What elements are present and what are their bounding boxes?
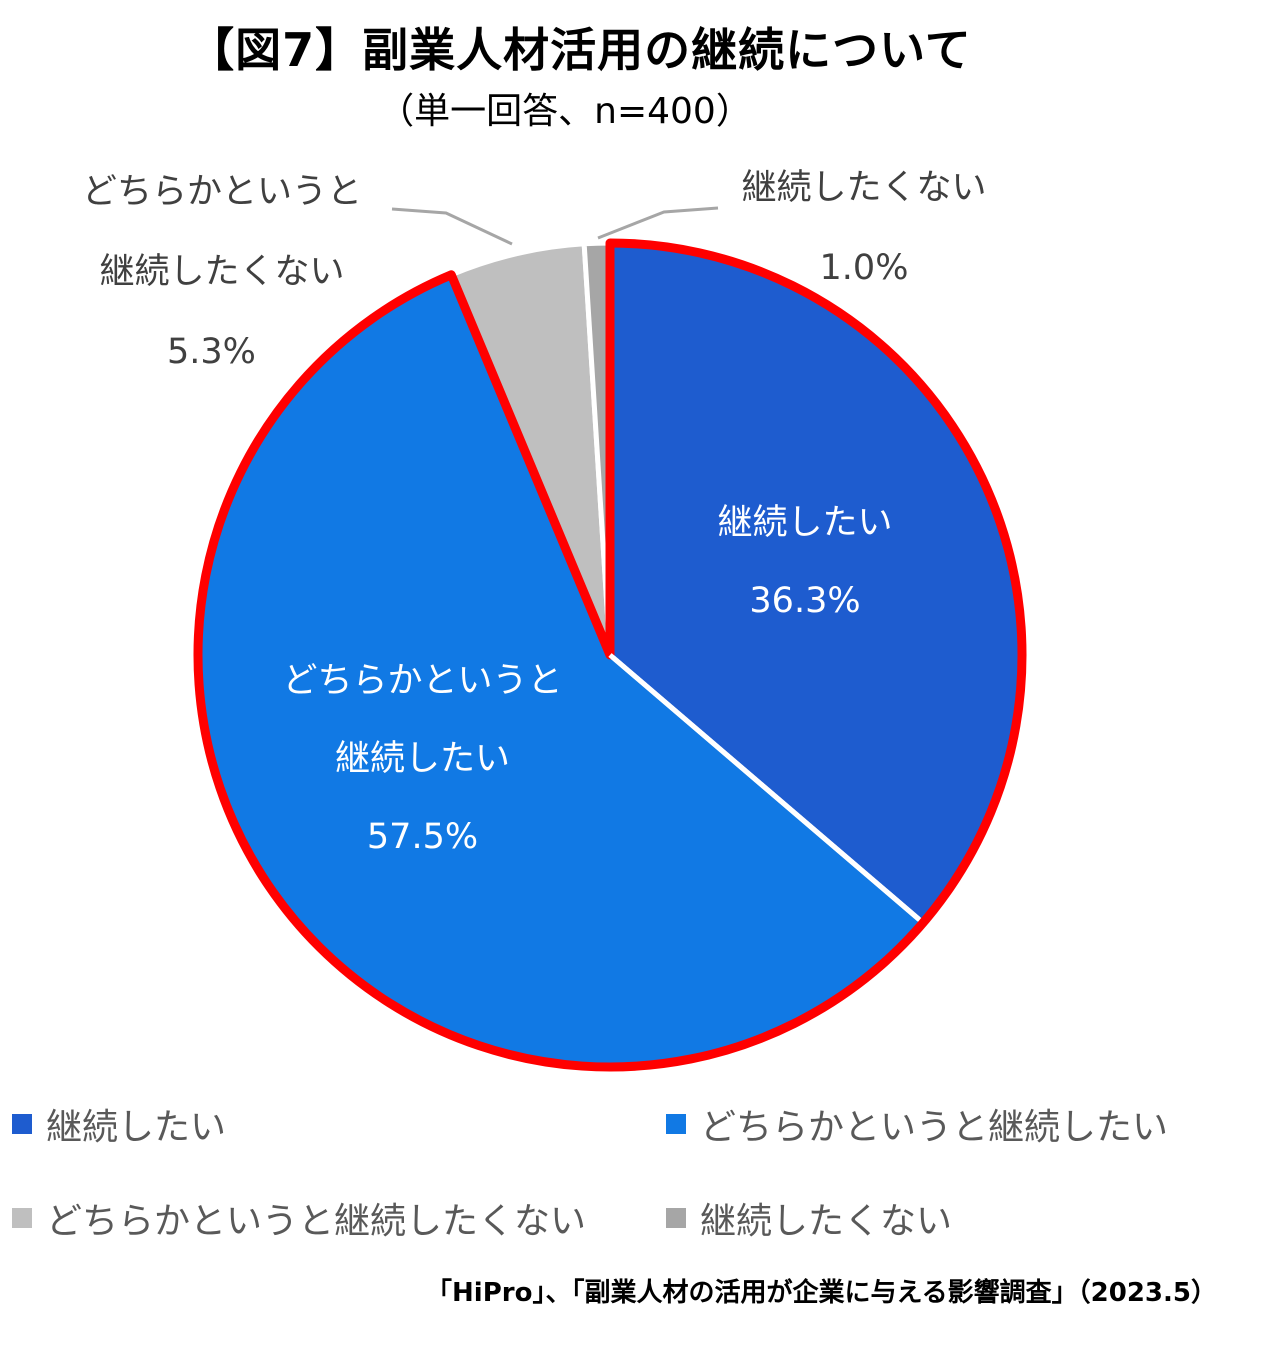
chart-subtitle: （単一回答、n=400） xyxy=(378,91,752,132)
legend-item-dochiraka-keizoku-shitai: どちらかというと継続したい xyxy=(666,1098,1168,1150)
chart-title: 【図7】副業人材活用の継続について xyxy=(188,23,972,77)
legend-item-keizoku-shitakunai: 継続したくない xyxy=(666,1192,952,1244)
slice-divider xyxy=(608,653,921,921)
slice-label-line: 継続したい xyxy=(717,503,893,543)
legend-label: 継続したい xyxy=(46,1107,227,1148)
slice-value-label: 57.5% xyxy=(366,817,479,857)
callout-value: 1.0% xyxy=(819,248,909,288)
legend-label: どちらかというと継続したい xyxy=(700,1107,1169,1148)
legend-swatch xyxy=(666,1208,686,1228)
pie-chart xyxy=(193,206,1027,1072)
highlight-outline xyxy=(193,238,1027,1072)
legend-item-keizoku-shitai: 継続したい xyxy=(12,1098,226,1150)
slice-label-line: どちらかというと xyxy=(282,661,563,701)
callout-line: どちらかというと xyxy=(81,172,362,212)
legend-item-dochiraka-keizoku-shitakunai: どちらかというと継続したくない xyxy=(12,1192,586,1244)
legend-label: どちらかというと継続したくない xyxy=(46,1201,587,1242)
callout-keizoku-shitakunai: 継続したくない 1.0% xyxy=(724,148,1004,308)
legend-label: 継続したくない xyxy=(700,1201,953,1242)
legend-swatch xyxy=(12,1114,32,1134)
leader-line-1 xyxy=(391,207,513,246)
source-note: 「HiPro」、「副業人材の活用が企業に与える影響調査」（2023.5） xyxy=(426,1278,1217,1308)
callout-line: 継続したくない xyxy=(741,168,987,208)
slice-label-keizoku-shitai: 継続したい 36.3% xyxy=(680,484,930,640)
legend-swatch xyxy=(666,1114,686,1134)
slice-value-label: 36.3% xyxy=(749,581,861,621)
callout-value: 5.3% xyxy=(167,332,256,372)
slice-label-dochiraka-keizoku-shitai: どちらかというと 継続したい 57.5% xyxy=(245,642,600,876)
callout-line: 継続したくない xyxy=(99,252,345,292)
legend-swatch xyxy=(12,1208,32,1228)
slice-label-line: 継続したい xyxy=(334,739,510,779)
leader-line-2 xyxy=(597,206,719,240)
callout-dochiraka-keizoku-shitakunai: どちらかというと 継続したくない 5.3% xyxy=(62,152,382,392)
